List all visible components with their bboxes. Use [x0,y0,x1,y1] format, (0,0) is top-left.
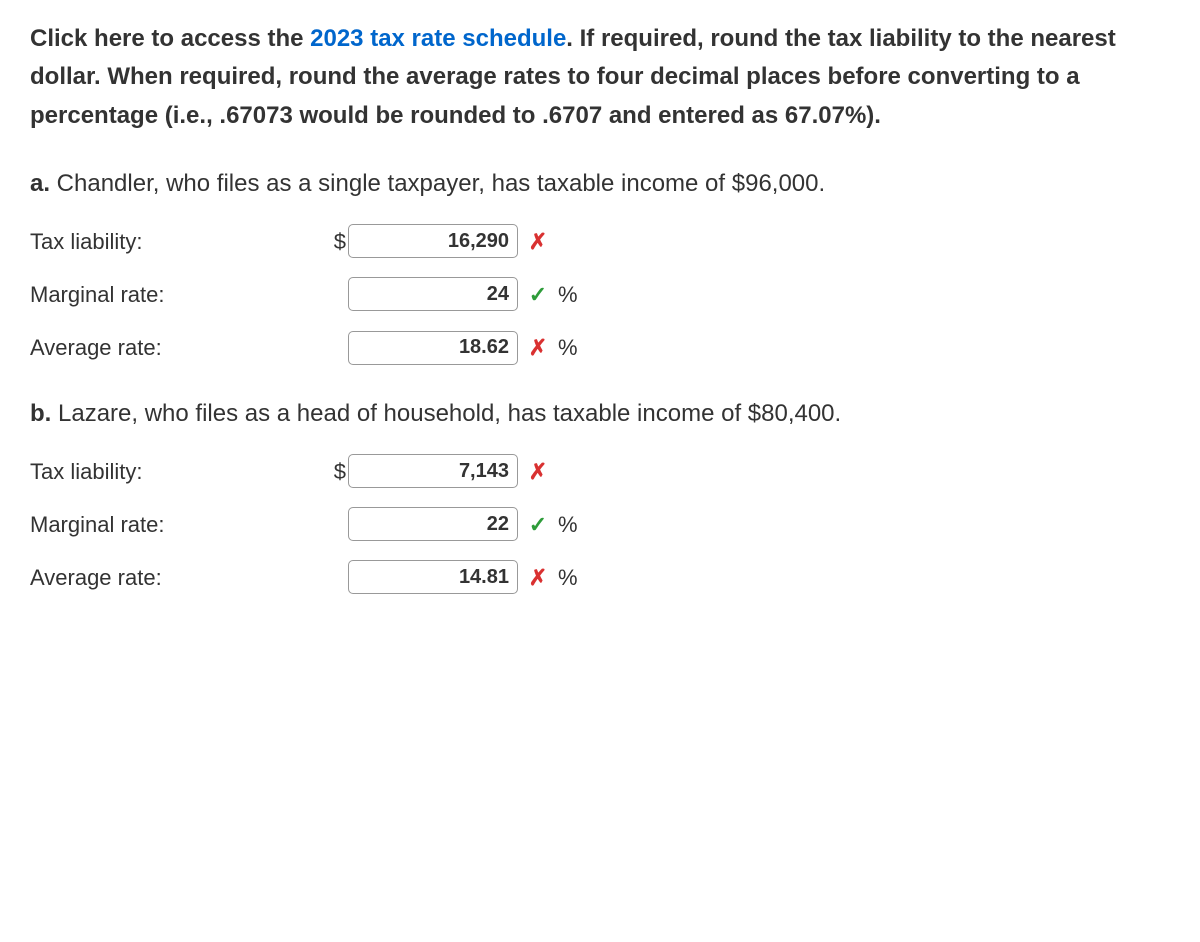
suffix-percent: % [558,330,578,365]
label-tax-liability-b: Tax liability: [30,454,330,489]
check-icon: ✓ [524,507,552,542]
answer-row-a-average: Average rate: ✗ % [30,330,1170,365]
answer-row-b-average: Average rate: ✗ % [30,560,1170,595]
question-b: b. Lazare, who files as a head of househ… [30,395,1170,433]
x-icon: ✗ [524,224,552,259]
question-b-letter: b. [30,400,51,427]
label-average-b: Average rate: [30,560,330,595]
label-marginal-a: Marginal rate: [30,277,330,312]
input-marginal-b[interactable] [348,507,518,541]
suffix-percent: % [558,560,578,595]
question-b-text: Lazare, who files as a head of household… [51,400,841,427]
question-a-letter: a. [30,170,50,197]
x-icon: ✗ [524,454,552,489]
input-tax-liability-a[interactable] [348,224,518,258]
label-marginal-b: Marginal rate: [30,507,330,542]
input-average-a[interactable] [348,331,518,365]
instructions-pre: Click here to access the [30,25,310,52]
instructions-block: Click here to access the 2023 tax rate s… [30,20,1170,135]
label-tax-liability-a: Tax liability: [30,224,330,259]
suffix-percent: % [558,507,578,542]
check-icon: ✓ [524,277,552,312]
answer-row-b-tax-liability: Tax liability: $ ✗ [30,454,1170,489]
suffix-percent: % [558,277,578,312]
input-marginal-a[interactable] [348,277,518,311]
prefix-dollar: $ [330,454,346,489]
prefix-dollar: $ [330,224,346,259]
input-average-b[interactable] [348,560,518,594]
label-average-a: Average rate: [30,330,330,365]
answer-row-a-tax-liability: Tax liability: $ ✗ [30,224,1170,259]
x-icon: ✗ [524,330,552,365]
answer-row-a-marginal: Marginal rate: ✓ % [30,277,1170,312]
answer-row-b-marginal: Marginal rate: ✓ % [30,507,1170,542]
x-icon: ✗ [524,560,552,595]
tax-schedule-link[interactable]: 2023 tax rate schedule [310,25,566,52]
question-a-text: Chandler, who files as a single taxpayer… [50,170,825,197]
question-a: a. Chandler, who files as a single taxpa… [30,165,1170,203]
input-tax-liability-b[interactable] [348,454,518,488]
